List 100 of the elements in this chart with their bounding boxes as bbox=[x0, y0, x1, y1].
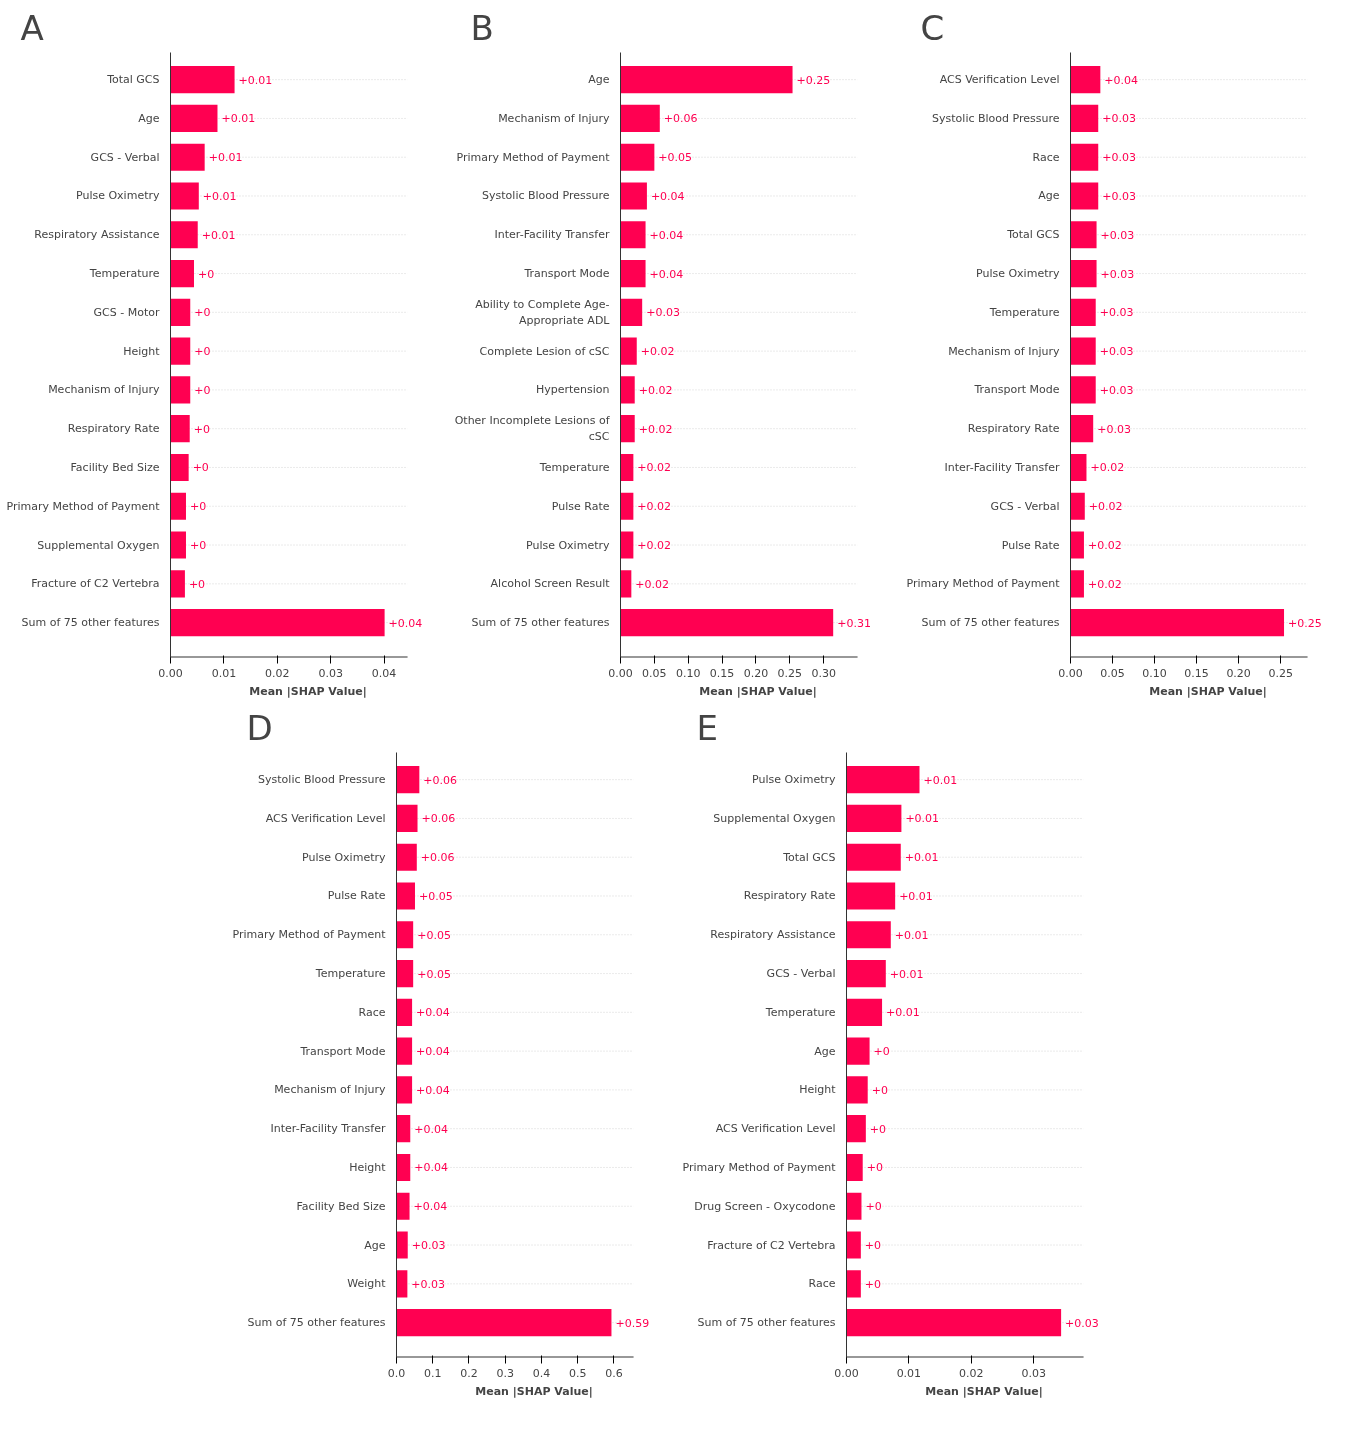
data-label: +0 bbox=[864, 1277, 882, 1291]
x-tick-label: 0.01 bbox=[896, 1366, 922, 1380]
bar bbox=[1070, 298, 1096, 326]
x-tick-label: 0.05 bbox=[642, 666, 667, 680]
y-tick-label: Systolic Blood Pressure bbox=[932, 111, 1060, 125]
data-label: +0.01 bbox=[201, 228, 236, 242]
y-tick-label: Primary Method of Payment bbox=[906, 577, 1061, 591]
data-label: +0.02 bbox=[640, 345, 675, 359]
x-tick-label: 0.03 bbox=[318, 666, 343, 680]
y-tick-label: Race bbox=[358, 1005, 386, 1019]
data-label: +0 bbox=[188, 577, 206, 591]
bar bbox=[396, 1115, 411, 1143]
bar bbox=[396, 1309, 612, 1337]
x-tick-label: 0.03 bbox=[1021, 1366, 1046, 1380]
y-tick-label: Transport Mode bbox=[523, 267, 610, 281]
data-label: +0.03 bbox=[411, 1277, 446, 1291]
x-tick-label: 0.20 bbox=[1226, 666, 1251, 680]
bar bbox=[396, 882, 415, 910]
chart-title: D bbox=[246, 707, 273, 748]
bar bbox=[620, 259, 646, 288]
y-tick-label: Ability to Complete Age-Appropriate ADL bbox=[475, 298, 611, 327]
data-label: +0 bbox=[189, 539, 207, 553]
data-label: +0.01 bbox=[923, 773, 958, 787]
bar bbox=[846, 804, 902, 832]
bar bbox=[170, 143, 205, 171]
data-label: +0.03 bbox=[1100, 267, 1135, 281]
data-label: +0.02 bbox=[638, 383, 673, 397]
bar bbox=[396, 959, 414, 988]
bar bbox=[396, 921, 414, 949]
bar bbox=[1070, 531, 1084, 559]
data-label: +0.06 bbox=[421, 812, 456, 826]
data-label: +0.01 bbox=[894, 928, 929, 942]
y-tick-label: GCS - Verbal bbox=[990, 499, 1060, 513]
y-tick-label: Sum of 75 other features bbox=[921, 616, 1060, 630]
data-label: +0.02 bbox=[1088, 500, 1123, 514]
bar bbox=[620, 531, 634, 559]
x-axis-title: Mean |SHAP Value| bbox=[475, 1384, 593, 1398]
bar bbox=[396, 766, 420, 794]
data-label: +0.03 bbox=[646, 306, 680, 320]
x-tick-label: 0.6 bbox=[605, 1366, 623, 1380]
data-label: +0 bbox=[865, 1200, 882, 1214]
data-label: +0.01 bbox=[202, 189, 237, 203]
y-tick-label: Mechanism of Injury bbox=[498, 111, 610, 125]
data-label: +0.06 bbox=[420, 851, 455, 865]
x-tick-label: 0.15 bbox=[1184, 666, 1209, 680]
bar bbox=[846, 921, 891, 949]
x-tick-label: 0.30 bbox=[811, 666, 836, 680]
y-tick-label: Pulse Oximetry bbox=[975, 267, 1060, 281]
bar bbox=[846, 1076, 868, 1104]
bar bbox=[846, 1231, 861, 1259]
data-label: +0.01 bbox=[221, 112, 256, 126]
data-label: +0 bbox=[194, 345, 211, 359]
data-label: +0.05 bbox=[658, 151, 693, 165]
y-tick-label: Total GCS bbox=[782, 850, 836, 864]
y-tick-label: Complete Lesion of cSC bbox=[479, 344, 610, 358]
bar bbox=[620, 182, 647, 210]
bar bbox=[1070, 182, 1099, 210]
y-tick-label: Facility Bed Size bbox=[296, 1199, 386, 1213]
bar bbox=[170, 259, 194, 288]
data-label: +0.03 bbox=[1102, 151, 1136, 165]
x-tick-label: 0.2 bbox=[460, 1366, 478, 1380]
data-label: +0.25 bbox=[796, 73, 831, 87]
y-tick-label: GCS - Verbal bbox=[766, 967, 836, 981]
bar bbox=[620, 453, 634, 482]
data-label: +0.04 bbox=[414, 1161, 448, 1175]
y-tick-label: Pulse Oximetry bbox=[751, 773, 836, 787]
bar bbox=[1070, 259, 1097, 288]
x-tick-label: 0.0 bbox=[387, 1366, 406, 1380]
y-tick-label: Other Incomplete Lesions of cSC bbox=[454, 414, 611, 443]
bar bbox=[1070, 66, 1101, 94]
x-tick-label: 0.4 bbox=[532, 1366, 551, 1380]
data-label: +0.04 bbox=[649, 267, 684, 281]
data-label: +0.02 bbox=[1087, 539, 1122, 553]
chart-title: A bbox=[20, 7, 44, 48]
bar bbox=[620, 143, 655, 171]
y-tick-label: Mechanism of Injury bbox=[274, 1083, 386, 1097]
bar bbox=[170, 609, 385, 637]
y-tick-label: Mechanism of Injury bbox=[48, 383, 160, 397]
data-label: +0 bbox=[866, 1161, 883, 1175]
data-label: +0.03 bbox=[1065, 1316, 1099, 1330]
x-tick-label: 0.5 bbox=[569, 1366, 587, 1380]
bar bbox=[846, 998, 883, 1026]
y-tick-label: Pulse Oximetry bbox=[525, 538, 610, 552]
y-tick-label: Drug Screen - Oxycodone bbox=[694, 1199, 836, 1213]
data-label: +0 bbox=[197, 267, 215, 281]
x-tick-label: 0.02 bbox=[265, 666, 290, 680]
bar bbox=[620, 492, 634, 520]
bar bbox=[846, 1309, 1062, 1337]
data-label: +0.01 bbox=[904, 851, 939, 865]
x-tick-label: 0.00 bbox=[608, 666, 633, 680]
data-label: +0 bbox=[192, 461, 209, 475]
x-tick-label: 0.1 bbox=[424, 1366, 442, 1380]
data-label: +0 bbox=[871, 1083, 888, 1097]
y-tick-label: Age bbox=[588, 73, 610, 87]
data-label: +0.04 bbox=[649, 228, 684, 242]
data-label: +0 bbox=[189, 500, 207, 514]
bar bbox=[620, 298, 643, 326]
data-label: +0 bbox=[194, 306, 211, 320]
bar bbox=[846, 1037, 870, 1065]
data-label: +0 bbox=[864, 1239, 882, 1253]
